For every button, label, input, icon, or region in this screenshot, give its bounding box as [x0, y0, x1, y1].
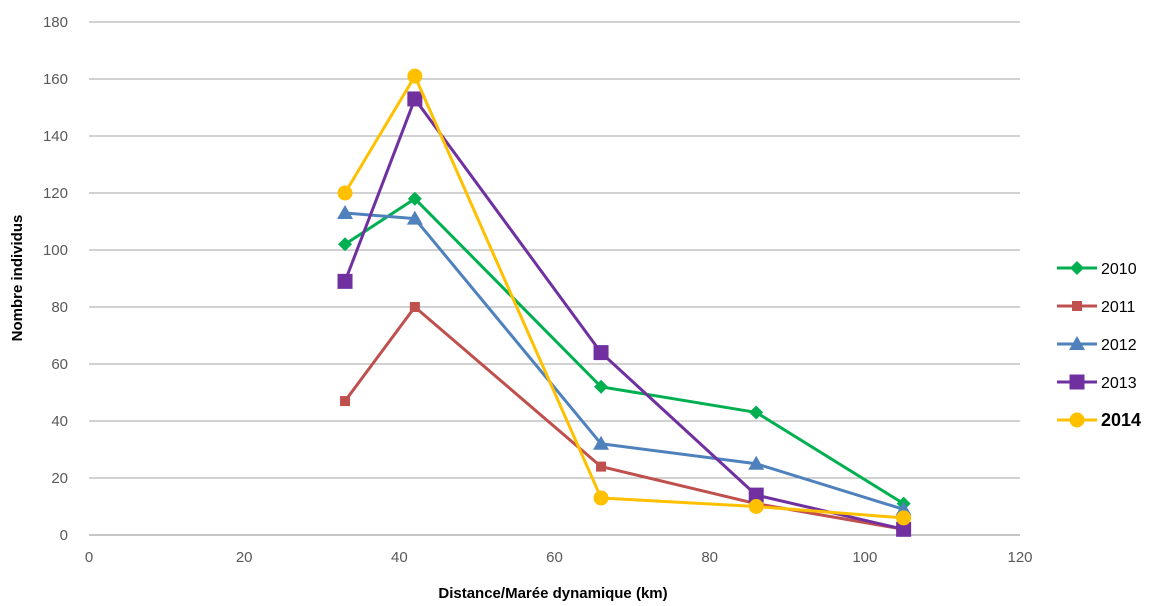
x-axis-title: Distance/Marée dynamique (km)	[438, 585, 667, 602]
legend-label: 2011	[1101, 299, 1136, 316]
data-point-marker	[593, 490, 609, 506]
data-point-marker	[1069, 374, 1085, 390]
x-tick-label: 100	[852, 549, 877, 566]
series-2013	[337, 91, 912, 537]
series-layer	[337, 68, 912, 537]
y-tick-label: 40	[51, 413, 68, 430]
x-tick-label: 20	[236, 549, 253, 566]
legend-item: 2012	[1057, 336, 1137, 354]
data-point-marker	[748, 487, 764, 503]
data-point-marker	[407, 68, 423, 84]
x-axis-ticks: 0 20 40 60 80 100 120	[85, 549, 1033, 566]
y-axis-title: Nombre individus	[9, 215, 26, 342]
data-point-marker	[1069, 336, 1085, 350]
data-point-marker	[896, 521, 912, 537]
x-tick-label: 0	[85, 549, 93, 566]
data-point-marker	[593, 345, 609, 361]
legend-label: 2010	[1101, 261, 1137, 278]
data-point-marker	[1069, 412, 1085, 428]
data-point-marker	[748, 499, 764, 514]
legend-label: 2012	[1101, 337, 1137, 354]
data-point-marker	[340, 396, 351, 407]
x-tick-label: 120	[1007, 549, 1032, 566]
data-point-marker	[337, 273, 353, 289]
data-point-marker	[337, 204, 354, 219]
y-axis-ticks: 0 20 40 60 80 100 120 140 160 180	[43, 14, 68, 544]
data-point-marker	[1072, 301, 1082, 311]
series-2010	[338, 191, 911, 511]
series-line	[344, 211, 905, 511]
data-point-marker	[407, 191, 422, 206]
data-point-marker	[593, 435, 610, 450]
legend: 2010 2011 2012 2013 2014	[1057, 261, 1141, 430]
x-tick-label: 80	[701, 549, 718, 566]
y-tick-label: 180	[43, 14, 68, 31]
y-tick-label: 80	[51, 299, 68, 316]
data-point-marker	[409, 302, 420, 312]
y-tick-label: 140	[43, 128, 68, 145]
gridlines	[89, 21, 1020, 479]
legend-item: 2011	[1057, 299, 1136, 316]
data-point-marker	[748, 455, 765, 470]
data-point-marker	[338, 237, 353, 252]
y-tick-label: 100	[43, 242, 68, 259]
legend-item: 2014	[1057, 410, 1141, 430]
series-line	[343, 97, 904, 531]
data-point-marker	[1070, 261, 1084, 275]
data-point-marker	[594, 379, 609, 394]
x-tick-label: 40	[391, 549, 408, 566]
legend-label: 2013	[1101, 375, 1137, 392]
y-tick-label: 0	[60, 527, 68, 544]
y-tick-label: 20	[51, 470, 68, 487]
y-tick-label: 160	[43, 71, 68, 88]
legend-label: 2014	[1101, 410, 1141, 430]
series-line	[343, 305, 904, 531]
data-point-marker	[596, 461, 607, 472]
y-tick-label: 120	[43, 185, 68, 202]
legend-item: 2010	[1057, 261, 1137, 278]
data-point-marker	[896, 510, 912, 526]
data-point-marker	[407, 91, 423, 107]
x-tick-label: 60	[546, 549, 563, 566]
series-line	[344, 197, 905, 505]
legend-item: 2013	[1057, 374, 1137, 392]
data-point-marker	[406, 210, 423, 225]
series-2012	[337, 204, 912, 516]
data-point-marker	[337, 185, 353, 201]
series-2014	[337, 68, 912, 526]
y-tick-label: 60	[51, 356, 68, 373]
data-point-marker	[749, 405, 764, 420]
